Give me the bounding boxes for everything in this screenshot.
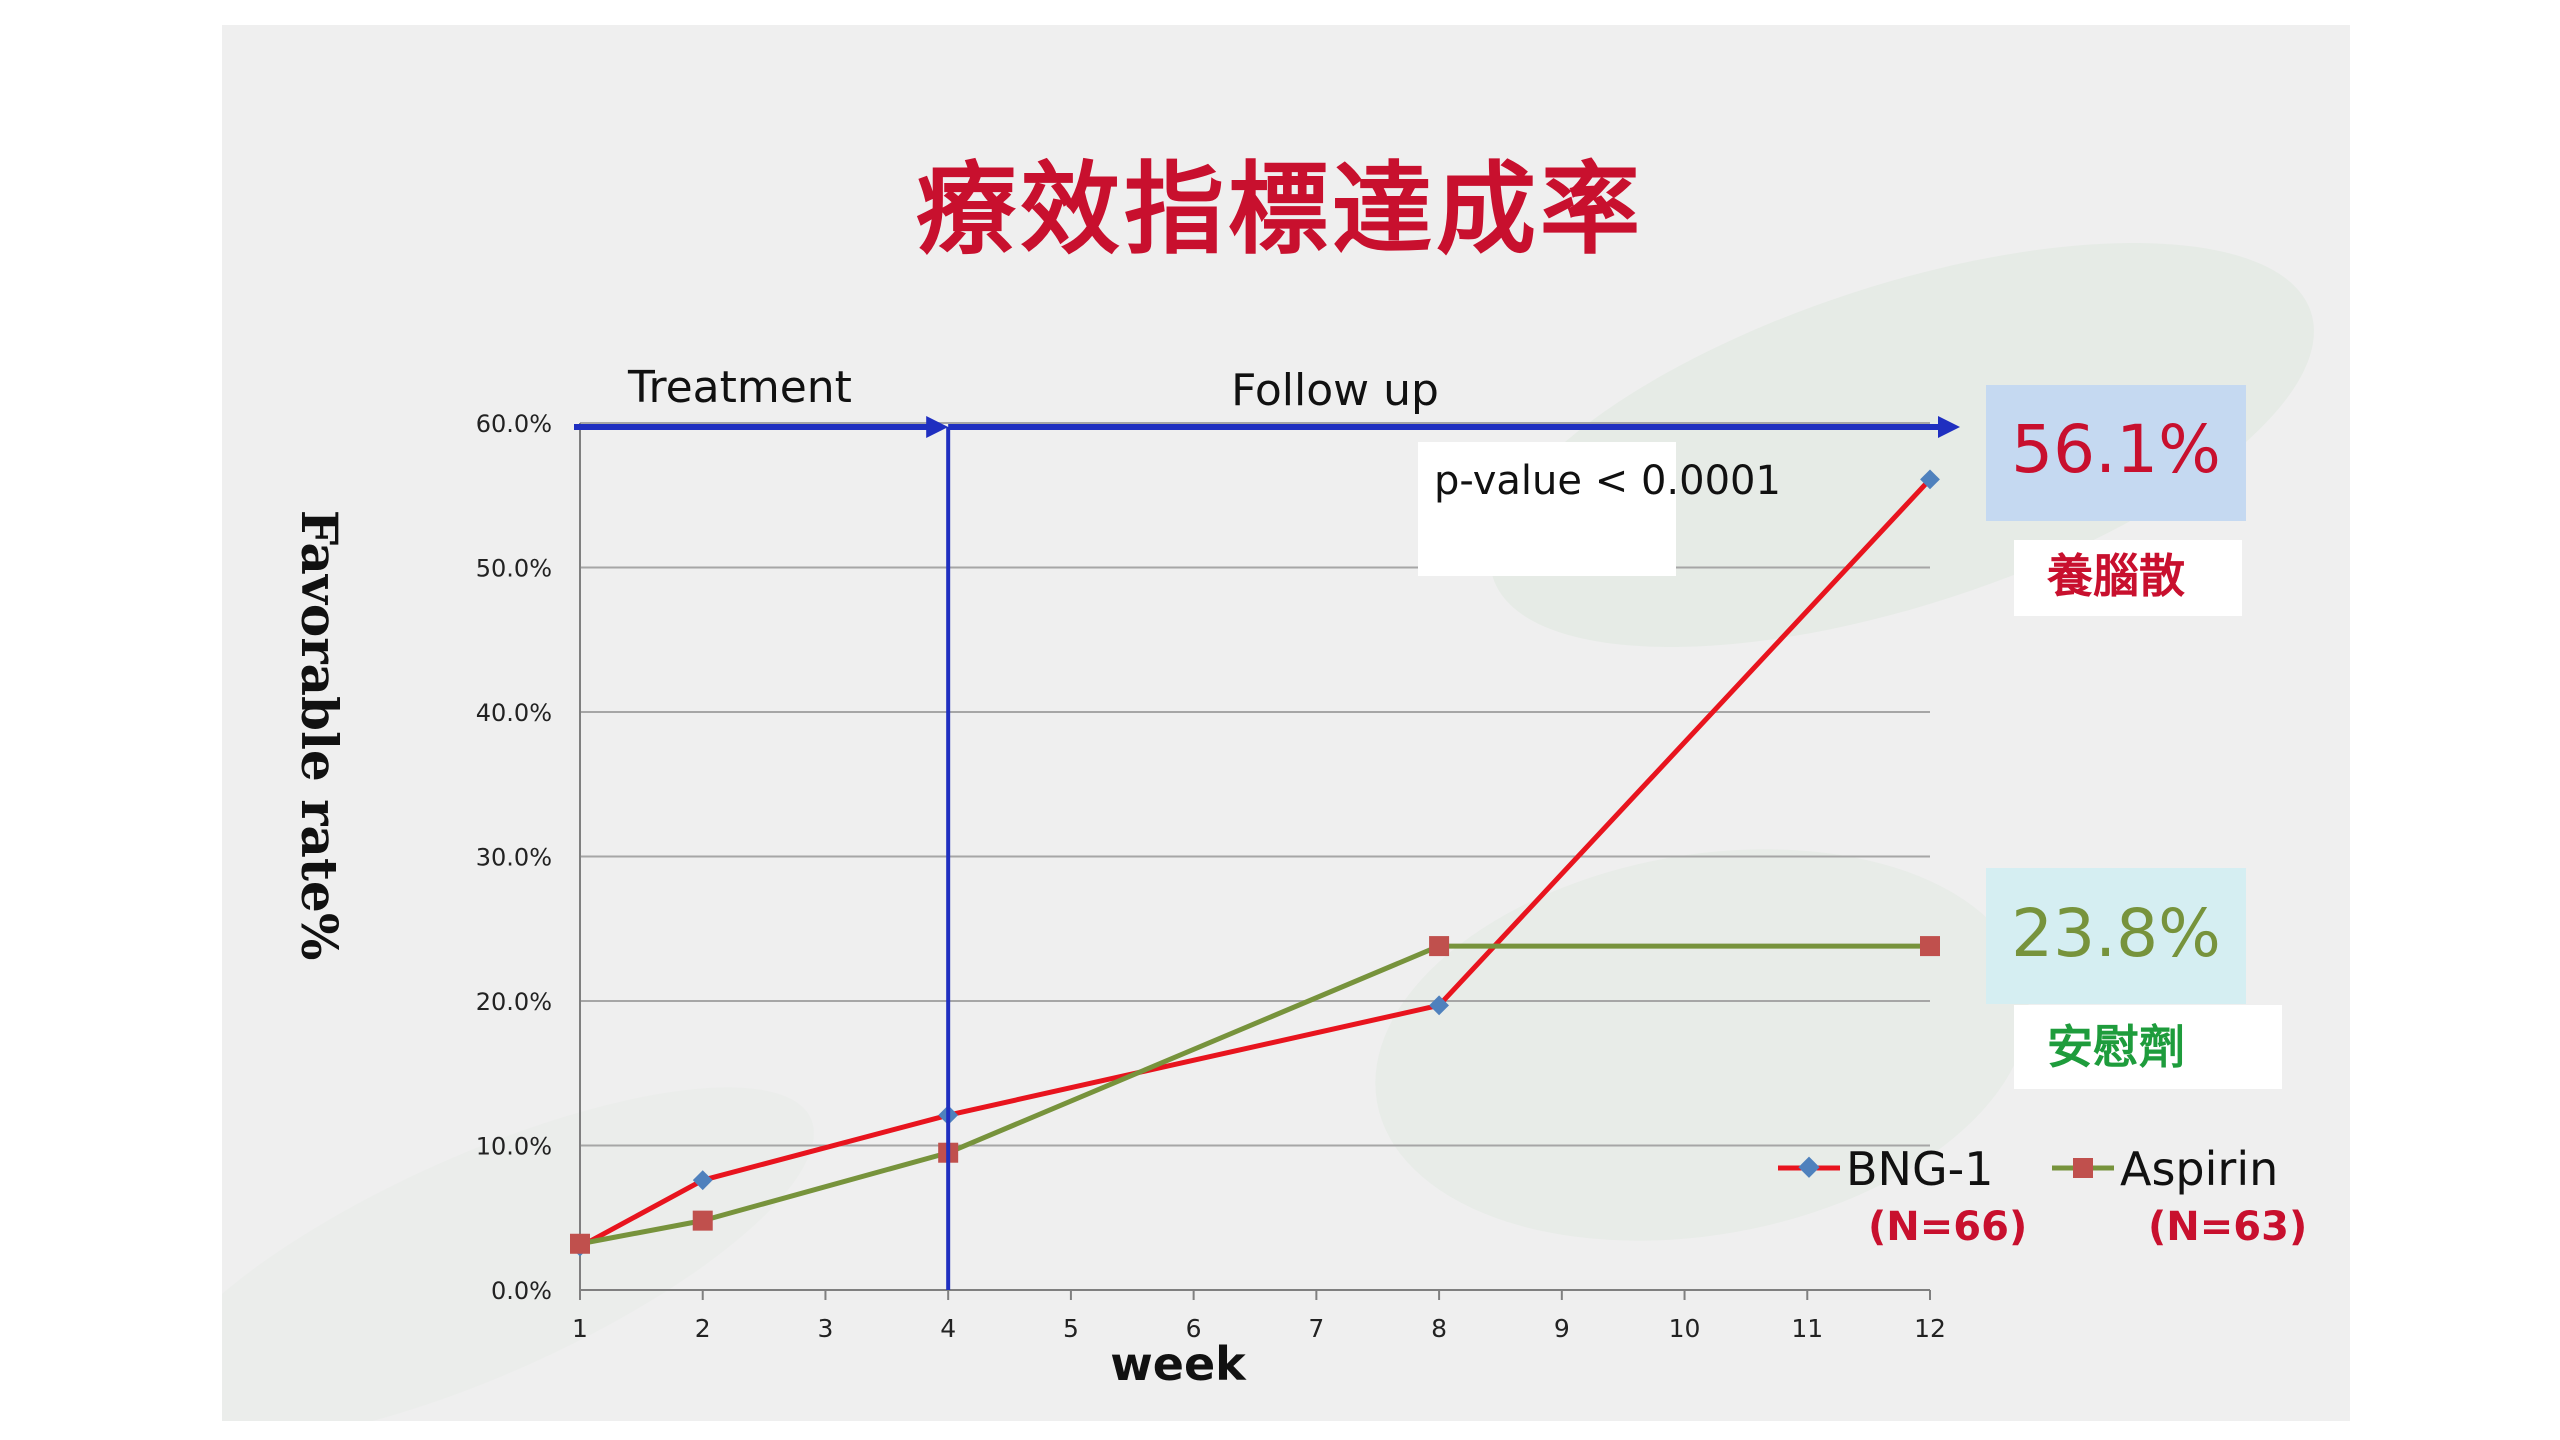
y-tick-label: 30.0% (476, 844, 552, 872)
legend-label-aspirin: Aspirin (2120, 1142, 2278, 1196)
data-point-aspirin (570, 1233, 590, 1254)
y-tick-label: 0.0% (491, 1277, 552, 1305)
slide-title: 療效指標達成率 (916, 151, 1644, 268)
legend-label-bng: BNG-1 (1846, 1142, 1993, 1196)
y-tick-label: 40.0% (476, 699, 552, 727)
legend-item-aspirin: Aspirin (N=63) (2052, 1142, 2307, 1250)
y-tick-label: 10.0% (476, 1133, 552, 1161)
p-value-text: p-value < 0.0001 (1434, 458, 1781, 504)
bng-value-box (1986, 385, 2246, 521)
data-point-aspirin (692, 1210, 713, 1231)
legend-n-bng: (N=66) (1868, 1204, 2027, 1250)
legend-n-aspirin: (N=63) (2148, 1204, 2307, 1250)
follow-up-arrowhead (1938, 416, 1960, 438)
treatment-arrowhead (926, 416, 949, 438)
aspirin-label-box (2014, 1005, 2282, 1089)
y-tick-label: 50.0% (476, 555, 552, 583)
series-line-aspirin (579, 943, 1930, 1247)
x-tick-label: 4 (940, 1314, 956, 1343)
bng-label-box (2014, 540, 2242, 616)
x-tick-label: 11 (1791, 1314, 1823, 1343)
x-tick-label: 5 (1063, 1314, 1079, 1343)
y-tick-label: 20.0% (476, 988, 552, 1016)
legend-marker-bng (1798, 1156, 1820, 1178)
phase-label-follow-up: Follow up (1231, 365, 1439, 416)
x-tick-label: 6 (1186, 1314, 1202, 1343)
x-tick-label: 9 (1554, 1314, 1570, 1343)
aspirin-label-callout: 安慰劑 (2047, 1020, 2185, 1074)
phase-label-treatment: Treatment (627, 362, 852, 413)
data-point-bng-1 (1429, 995, 1449, 1016)
bng-label-callout: 養腦散 (2047, 549, 2185, 603)
x-tick-label: 2 (695, 1314, 711, 1343)
data-point-bng-1 (1920, 469, 1940, 490)
data-point-bng-1 (692, 1170, 713, 1191)
p-value-box (1418, 442, 1676, 576)
x-tick-label: 1 (572, 1314, 588, 1343)
x-tick-label: 10 (1669, 1314, 1701, 1343)
legend-marker-aspirin (2073, 1158, 2093, 1178)
x-tick-label: 12 (1914, 1314, 1946, 1343)
x-axis-label: week (1110, 1337, 1247, 1391)
data-point-aspirin (1920, 936, 1940, 957)
legend-item-bng: BNG-1 (N=66) (1778, 1142, 2027, 1250)
x-tick-label: 8 (1431, 1314, 1447, 1343)
y-axis-label: Favorable rate% (290, 510, 349, 961)
series-line-bng-1 (578, 477, 1932, 1249)
aspirin-value-callout: 23.8% (2011, 895, 2221, 972)
aspirin-value-box (1986, 868, 2246, 1004)
data-point-aspirin (1429, 936, 1450, 957)
x-tick-label: 3 (818, 1314, 834, 1343)
y-tick-label: 60.0% (476, 410, 552, 438)
legend: BNG-1 (N=66) Aspirin (N=63) (1778, 1142, 2307, 1250)
x-tick-label: 7 (1308, 1314, 1324, 1343)
bng-value-callout: 56.1% (2011, 411, 2221, 488)
